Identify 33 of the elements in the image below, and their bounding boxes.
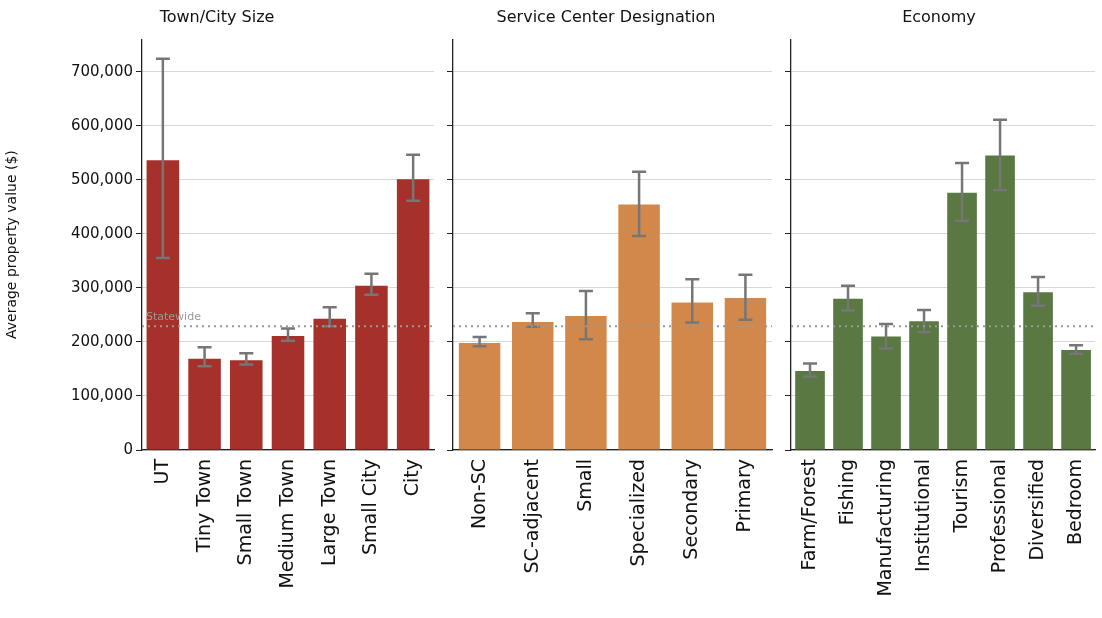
x-tick-label: UT: [149, 458, 172, 485]
x-tick-label: Institutional: [910, 459, 933, 573]
chart-title: Economy: [902, 6, 976, 26]
x-tick-label: Small Town: [233, 459, 256, 566]
x-tick-label: SC-adjacent: [519, 459, 542, 574]
x-tick-label: Medium Town: [274, 459, 297, 589]
x-tick-label: Manufacturing: [872, 459, 895, 597]
y-tick-label: 500,000: [70, 169, 133, 188]
y-tick-label: 300,000: [70, 277, 133, 296]
x-tick-label: Non-SC: [466, 459, 489, 530]
y-tick-label: 200,000: [70, 331, 133, 350]
y-axis-title: Average property value ($): [3, 150, 20, 340]
y-tick-label: 400,000: [70, 223, 133, 242]
x-tick-label: Primary: [732, 459, 755, 533]
x-tick-label: Bedroom: [1063, 459, 1086, 545]
x-tick-label: Fishing: [834, 459, 857, 526]
x-tick-label: Large Town: [316, 459, 339, 567]
x-tick-label: Professional: [986, 459, 1009, 574]
x-tick-label: Tourism: [948, 459, 971, 534]
x-tick-label: Tiny Town: [191, 459, 214, 554]
x-tick-label: Specialized: [626, 459, 649, 567]
x-tick-label: Small City: [358, 459, 381, 556]
chart-title: Service Center Designation: [496, 6, 716, 26]
y-tick-label: 600,000: [70, 115, 133, 134]
chart-title: Town/City Size: [158, 6, 275, 26]
x-tick-label: Farm/Forest: [796, 459, 819, 571]
x-tick-label: City: [400, 459, 423, 497]
x-tick-label: Small: [572, 459, 595, 512]
x-tick-label: Diversified: [1025, 459, 1047, 561]
y-tick-label: 100,000: [70, 385, 133, 404]
y-tick-label: 0: [123, 439, 133, 458]
y-tick-label: 700,000: [70, 61, 133, 80]
x-tick-label: Secondary: [679, 459, 702, 560]
